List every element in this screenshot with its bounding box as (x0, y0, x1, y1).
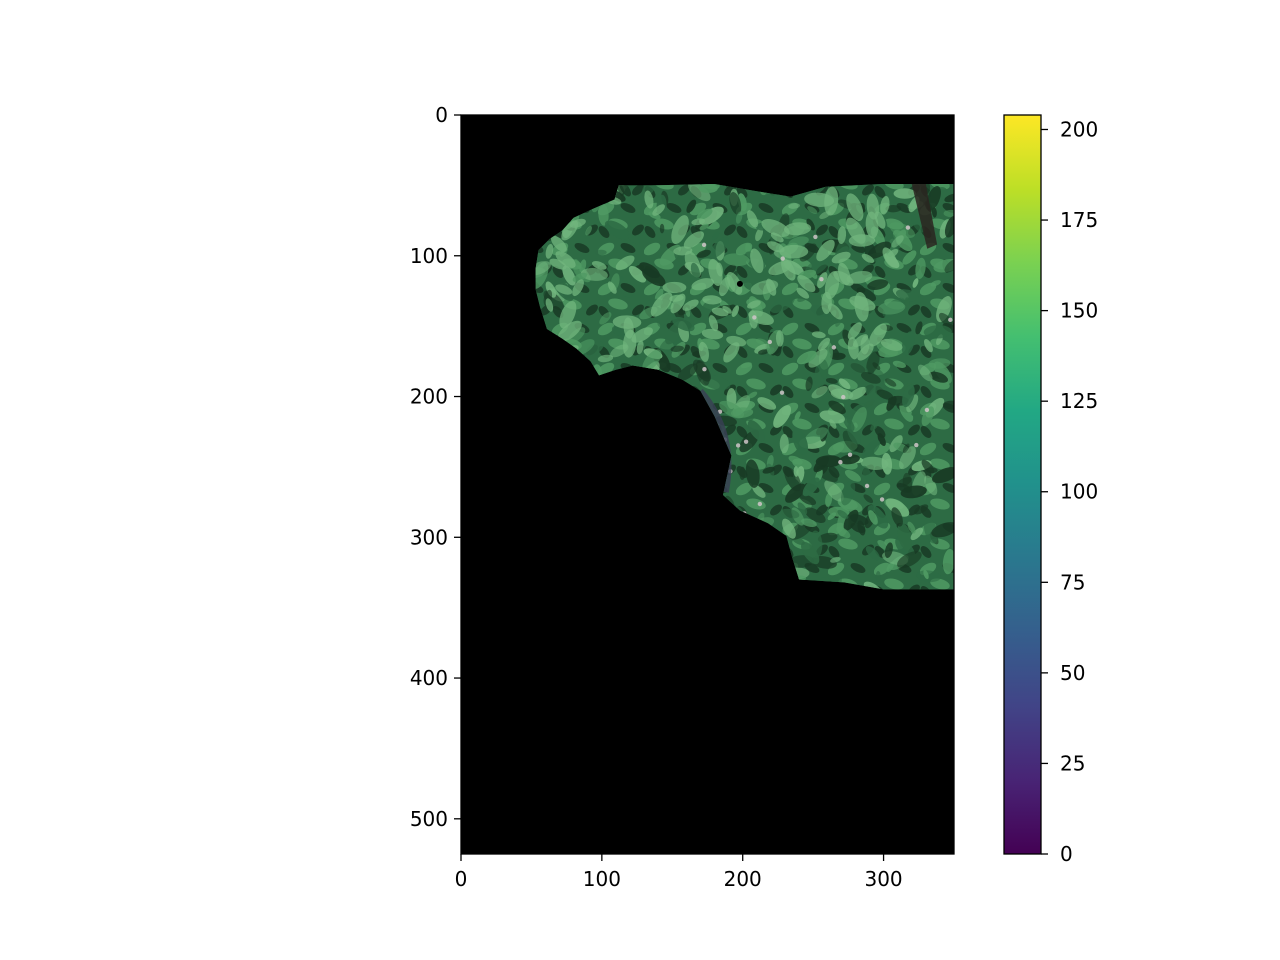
colorbar-tick-label: 50 (1060, 661, 1085, 685)
colorbar-gradient (1004, 115, 1041, 854)
colorbar-tick-label: 25 (1060, 751, 1085, 775)
y-tick-label: 400 (410, 666, 448, 690)
colorbar-tick-label: 150 (1060, 299, 1098, 323)
y-tick-label: 300 (410, 525, 448, 549)
colorbar-frame (1003, 114, 1042, 855)
image-axes: 0 100 200 300 0 100 200 300 400 500 (410, 103, 955, 891)
x-tick-label: 0 (455, 867, 468, 891)
y-tick-label: 100 (410, 244, 448, 268)
colorbar-tick-label: 100 (1060, 480, 1098, 504)
colorbar: 0 25 50 75 100 125 150 175 200 (1003, 114, 1098, 866)
x-tick-label: 300 (864, 867, 902, 891)
colorbar-tick-label: 175 (1060, 208, 1098, 232)
masked-pixel-spot (736, 280, 743, 287)
colorbar-tick-label: 125 (1060, 389, 1098, 413)
y-tick-label: 500 (410, 807, 448, 831)
y-tick-label: 0 (435, 103, 448, 127)
x-tick-label: 200 (724, 867, 762, 891)
y-tick-label: 200 (410, 385, 448, 409)
axes-frame (460, 114, 955, 855)
colorbar-tick-label: 0 (1060, 842, 1073, 866)
y-axis-ticks: 0 100 200 300 400 500 (410, 103, 461, 831)
x-tick-label: 100 (583, 867, 621, 891)
x-axis-ticks: 0 100 200 300 (455, 854, 903, 891)
colorbar-ticks: 0 25 50 75 100 125 150 175 200 (1041, 117, 1098, 866)
colorbar-tick-label: 75 (1060, 570, 1085, 594)
colorbar-tick-label: 200 (1060, 117, 1098, 141)
tree-trunk (911, 183, 938, 249)
shadow-edge (698, 388, 732, 493)
